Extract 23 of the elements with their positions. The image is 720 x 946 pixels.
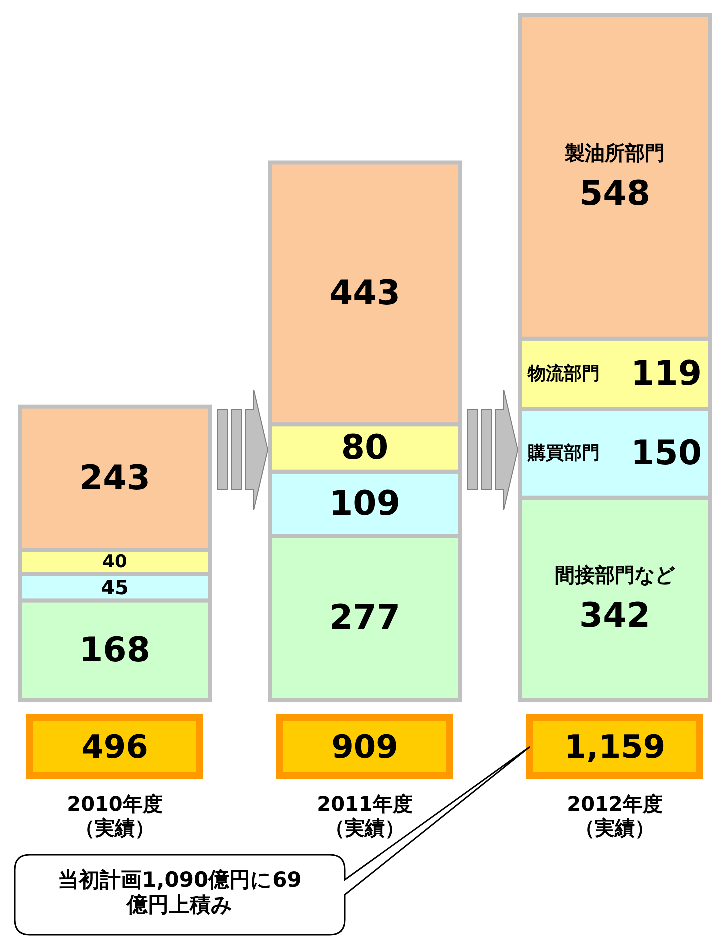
- series-label: 物流部門: [527, 364, 600, 385]
- x-tick-label: 2011年度（実績）: [316, 792, 414, 840]
- data-label: 80: [341, 428, 389, 468]
- x-tick-label: 2012年度（実績）: [566, 792, 664, 840]
- data-label: 150: [631, 434, 702, 474]
- data-label: 277: [330, 598, 400, 638]
- data-label: 243: [80, 458, 150, 499]
- series-label: 間接部門など: [555, 563, 676, 588]
- text: 当初計画1,090億円に69億円上積み: [57, 868, 303, 918]
- data-label: 548: [580, 174, 650, 214]
- data-label: 40: [102, 552, 128, 572]
- total-label: 909: [332, 728, 398, 766]
- data-label: 109: [330, 484, 400, 524]
- data-label: 119: [631, 354, 702, 394]
- total-label: 1,159: [564, 728, 666, 766]
- data-label: 342: [580, 596, 650, 636]
- x-tick-label: 2010年度（実績）: [66, 792, 164, 840]
- total-label: 496: [82, 728, 148, 766]
- data-label: 45: [101, 575, 129, 600]
- series-label: 製油所部門: [564, 141, 665, 166]
- data-label: 443: [330, 274, 400, 314]
- series-label: 購買部門: [527, 443, 600, 464]
- data-label: 168: [80, 630, 150, 670]
